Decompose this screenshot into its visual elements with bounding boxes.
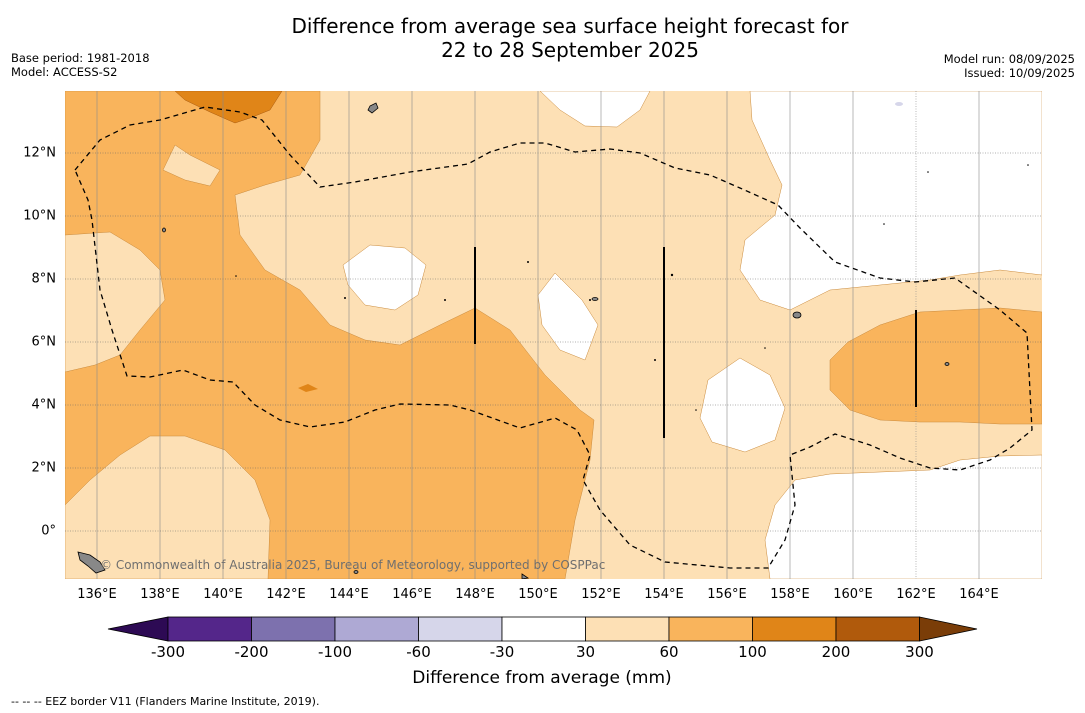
- meridians: [96, 91, 980, 579]
- x-tick-148e: 148°E: [455, 587, 495, 602]
- x-tick-146e: 146°E: [392, 587, 432, 602]
- colorbar-bin-5: [501, 616, 586, 642]
- x-tick-150e: 150°E: [518, 587, 558, 602]
- colorbar-bin-7: [668, 616, 753, 642]
- colorbar-bin-3: [334, 616, 419, 642]
- field-dark-north: [174, 91, 283, 124]
- x-tick-138e: 138°E: [140, 587, 180, 602]
- footnote-eez: -- -- -- EEZ border V11 (Flanders Marine…: [11, 695, 320, 708]
- field-light-west-2: [65, 435, 271, 579]
- colorbar-extend-low: [107, 616, 169, 642]
- colorbar-bin-8: [752, 616, 837, 642]
- x-tick-162e: 162°E: [896, 587, 936, 602]
- colorbar-label-200: 200: [821, 643, 851, 661]
- model-name: Model: ACCESS-S2: [11, 65, 118, 79]
- title-line-1: Difference from average sea surface heig…: [291, 14, 849, 38]
- field-white-c2: [537, 272, 599, 361]
- meta-right: Model run: 08/09/2025 Issued: 10/09/2025: [944, 52, 1075, 80]
- y-tick-2n: 2°N: [31, 460, 57, 476]
- y-tick-12n: 12°N: [23, 145, 56, 161]
- colorbar-bin-9: [835, 616, 920, 642]
- x-tick-156e: 156°E: [707, 587, 747, 602]
- y-tick-8n: 8°N: [31, 271, 57, 287]
- x-tick-154e: 154°E: [644, 587, 684, 602]
- x-tick-160e: 160°E: [833, 587, 873, 602]
- colorbar-label-60: 60: [659, 643, 679, 661]
- title-line-2: 22 to 28 September 2025: [441, 38, 699, 62]
- x-tick-164e: 164°E: [959, 587, 999, 602]
- meta-left: Base period: 1981-2018 Model: ACCESS-S2: [11, 51, 150, 79]
- x-tick-140e: 140°E: [203, 587, 243, 602]
- field-light-west-3: [162, 144, 221, 187]
- colorbar-title: Difference from average (mm): [412, 668, 672, 688]
- colorbar-label-300: 300: [905, 643, 934, 661]
- field-light-west-1: [65, 231, 166, 373]
- y-tick-6n: 6°N: [31, 334, 57, 350]
- colorbar-label-m60: -60: [406, 643, 431, 661]
- marker-lines: [474, 247, 917, 438]
- x-tick-152e: 152°E: [581, 587, 621, 602]
- x-tick-136e: 136°E: [77, 587, 117, 602]
- colorbar-label-m200: -200: [234, 643, 269, 661]
- colorbar-bin-2: [251, 616, 336, 642]
- colorbar-label-100: 100: [738, 643, 767, 661]
- colorbar-bin-6: [585, 616, 670, 642]
- y-tick-0: 0°: [41, 523, 56, 539]
- colorbar-extend-high: [919, 616, 978, 642]
- x-tick-142e: 142°E: [266, 587, 306, 602]
- colorbar-label-30: 30: [575, 643, 596, 661]
- issued-date: Issued: 10/09/2025: [964, 66, 1075, 80]
- y-tick-4n: 4°N: [31, 397, 57, 413]
- field-white-n1: [539, 91, 651, 128]
- y-tick-10n: 10°N: [23, 208, 56, 224]
- colorbar: [107, 616, 978, 642]
- colorbar-bin-1: [167, 616, 252, 642]
- small-negative-spot: [895, 102, 903, 106]
- parallels: [65, 152, 1042, 532]
- x-tick-158e: 158°E: [770, 587, 810, 602]
- base-period: Base period: 1981-2018: [11, 51, 150, 65]
- copyright-credit: © Commonwealth of Australia 2025, Bureau…: [100, 558, 606, 572]
- small-islets: [235, 164, 1029, 411]
- land: [77, 102, 950, 579]
- chart-title: Difference from average sea surface heig…: [0, 14, 1085, 62]
- model-run: Model run: 08/09/2025: [943, 52, 1075, 66]
- colorbar-bin-4: [418, 616, 503, 642]
- x-tick-144e: 144°E: [329, 587, 369, 602]
- eez-border: [74, 106, 1033, 569]
- colorbar-label-m300: -300: [150, 643, 186, 661]
- colorbar-label-m30: -30: [489, 643, 515, 661]
- field-white-se: [764, 454, 1042, 579]
- colorbar-label-m100: -100: [317, 643, 353, 661]
- field-dark-small: [298, 384, 318, 392]
- field-mid-east: [829, 307, 1042, 425]
- map-area: [65, 91, 1042, 579]
